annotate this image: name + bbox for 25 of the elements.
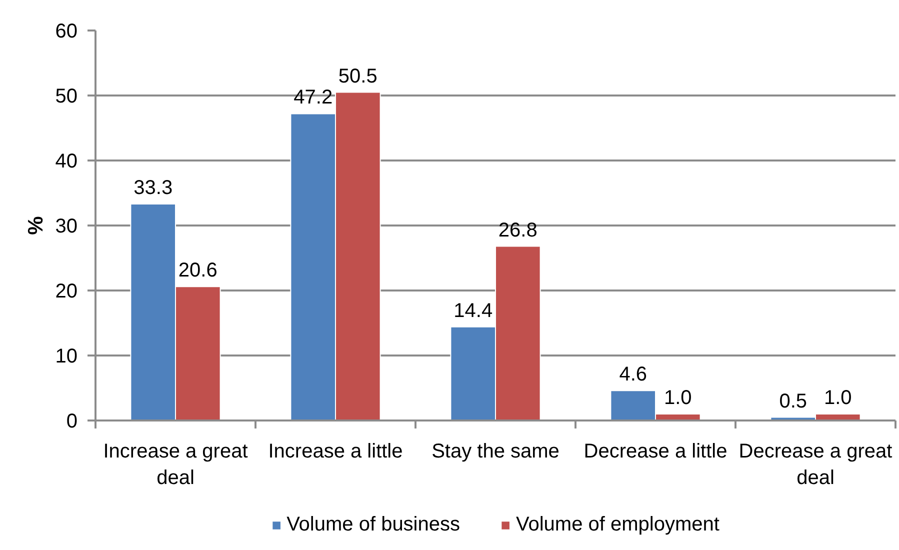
data-label: 33.3: [134, 177, 173, 200]
y-tick-label: 20: [55, 280, 78, 302]
x-tick-label: Stay the same: [432, 440, 560, 462]
y-axis-title: %: [24, 216, 48, 235]
data-label: 14.4: [454, 300, 493, 322]
y-tick-label: 0: [66, 410, 78, 432]
x-tick-label: Decrease a great deal: [738, 440, 893, 489]
data-label: 0.5: [779, 390, 808, 412]
data-label: 4.6: [619, 364, 648, 386]
y-tick-label: 60: [55, 20, 78, 42]
x-tick-label: Increase a great deal: [103, 440, 248, 489]
data-label: 20.6: [178, 260, 218, 282]
data-label: 26.8: [498, 219, 538, 242]
x-tick-label: Decrease a little: [584, 440, 728, 462]
data-label: 1.0: [664, 387, 692, 409]
legend-label: Volume of employment: [516, 514, 720, 536]
y-tick-label: 40: [55, 150, 78, 172]
data-label: 50.5: [338, 65, 378, 88]
y-tick-label: 50: [55, 86, 78, 108]
data-label: 1.0: [824, 387, 852, 409]
y-tick-label: 30: [55, 216, 78, 238]
x-tick-label: Increase a little: [268, 440, 403, 462]
y-tick-label: 10: [55, 346, 78, 368]
legend-label: Volume of business: [286, 514, 460, 536]
data-label: 47.2: [294, 86, 333, 109]
